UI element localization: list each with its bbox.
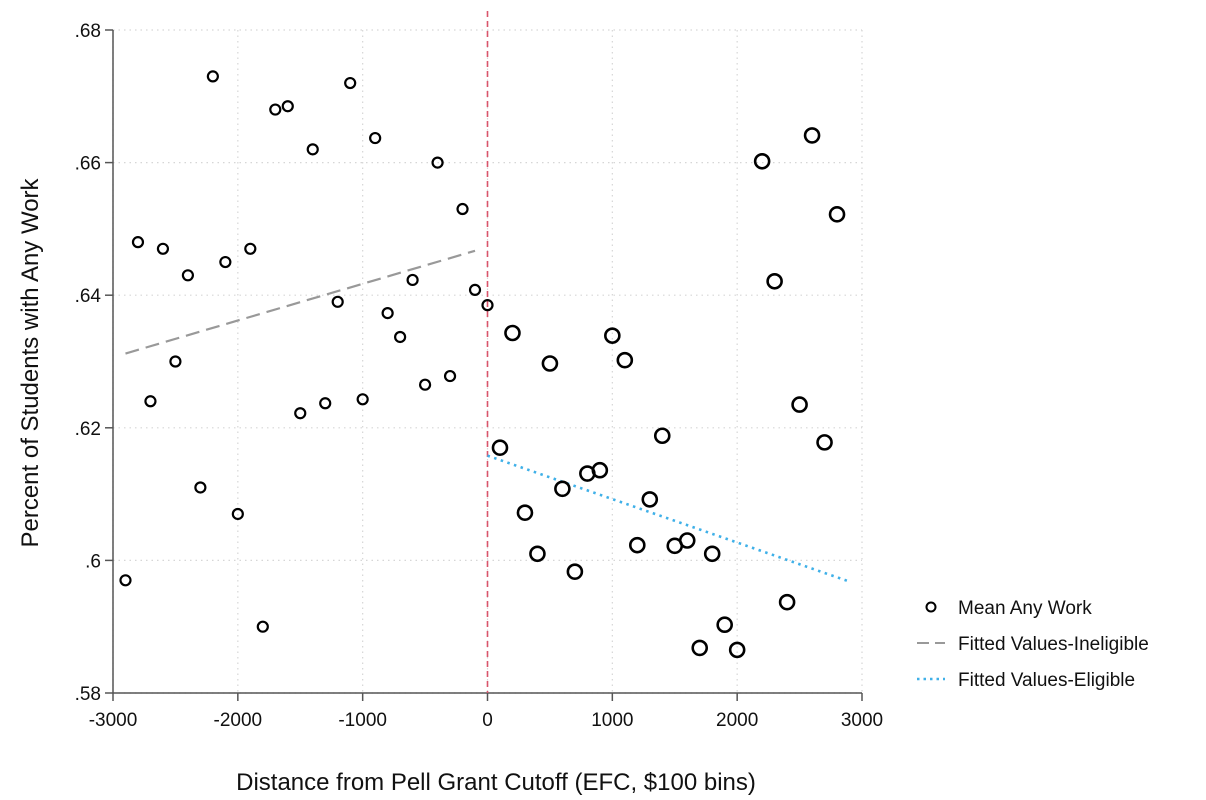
- data-point: [194, 481, 207, 494]
- data-point: [604, 327, 621, 344]
- data-point: [144, 395, 157, 408]
- data-point: [529, 545, 546, 563]
- data-point: [641, 491, 659, 508]
- data-point: [778, 593, 796, 611]
- data-point: [816, 434, 833, 451]
- data-point: [691, 639, 709, 657]
- data-point: [481, 299, 494, 312]
- data-point: [516, 504, 534, 521]
- data-point: [181, 269, 194, 282]
- data-point: [331, 295, 344, 308]
- x-tick-label: -1000: [338, 710, 387, 731]
- data-point: [231, 507, 244, 521]
- data-point: [504, 324, 521, 342]
- data-point: [443, 369, 457, 383]
- data-point: [319, 397, 332, 410]
- legend-label-mean: Mean Any Work: [958, 598, 1092, 619]
- data-point: [169, 355, 182, 368]
- data-point: [344, 76, 357, 90]
- data-point: [131, 236, 145, 249]
- data-point: [766, 272, 783, 290]
- data-point: [491, 439, 509, 456]
- data-point: [566, 563, 584, 580]
- data-point: [541, 355, 559, 372]
- data-point: [269, 103, 282, 116]
- x-tick-label: 0: [482, 710, 493, 731]
- data-point: [554, 480, 571, 498]
- fitted-lines: [125, 11, 850, 693]
- data-point: [791, 396, 808, 413]
- y-axis-title: Percent of Students with Any Work: [17, 177, 44, 547]
- data-point: [703, 545, 721, 563]
- x-tick-label: 3000: [841, 710, 883, 731]
- x-tick-label: -2000: [214, 710, 263, 731]
- y-tick-label: .68: [75, 21, 101, 42]
- data-point: [219, 255, 232, 269]
- data-point: [381, 307, 394, 320]
- data-point: [716, 616, 733, 634]
- data-point: [306, 143, 319, 156]
- axes: [105, 29, 863, 701]
- legend: Mean Any Work Fitted Values-Ineligible F…: [917, 598, 1149, 691]
- data-point: [156, 242, 170, 255]
- x-tick-label: 2000: [716, 710, 758, 731]
- data-point: [753, 152, 771, 170]
- data-point: [678, 532, 696, 549]
- data-point: [119, 574, 132, 587]
- data-point: [456, 202, 469, 216]
- data-point: [256, 620, 269, 633]
- tick-labels: -3000 -2000 -1000 0 1000 2000 3000 .58 .6 .62 .64.…: [75, 21, 884, 731]
- data-point: [369, 131, 382, 145]
- y-tick-label: .58: [75, 684, 101, 705]
- data-point: [591, 461, 609, 479]
- data-point: [728, 641, 746, 659]
- data-point: [653, 427, 671, 445]
- x-tick-label: -3000: [89, 710, 138, 731]
- x-axis-title: Distance from Pell Grant Cutoff (EFC, $1…: [236, 769, 756, 796]
- x-tick-label: 1000: [591, 710, 633, 731]
- legend-marker-mean: [925, 601, 937, 613]
- legend-label-eligible: Fitted Values-Eligible: [958, 670, 1135, 691]
- fitted-line-eligible: [487, 454, 850, 583]
- y-tick-label: .64: [75, 286, 102, 307]
- legend-label-ineligible: Fitted Values-Ineligible: [958, 634, 1149, 655]
- data-point: [431, 156, 444, 169]
- data-point: [356, 393, 369, 406]
- data-point: [803, 127, 821, 144]
- data-point: [294, 407, 307, 420]
- data-point: [244, 242, 257, 255]
- data-point: [828, 206, 846, 223]
- data-point: [628, 536, 646, 554]
- data-point: [616, 351, 634, 369]
- data-point: [406, 273, 419, 287]
- data-point: [281, 100, 294, 113]
- y-tick-label: .66: [75, 154, 101, 175]
- data-point: [418, 378, 432, 391]
- y-tick-label: .6: [85, 551, 101, 572]
- data-points: [119, 70, 846, 659]
- data-point: [468, 283, 482, 296]
- fitted-line-ineligible: [125, 249, 476, 355]
- data-point: [206, 70, 219, 83]
- y-tick-label: .62: [75, 419, 101, 440]
- data-point: [394, 330, 407, 344]
